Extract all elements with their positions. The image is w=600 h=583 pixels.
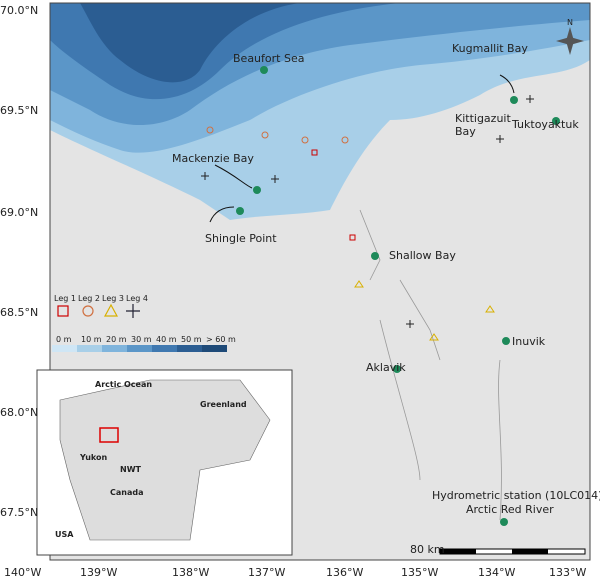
depth-label: 30 m xyxy=(131,335,152,344)
lat-label: 68.5°N xyxy=(0,306,39,319)
legend-symbols xyxy=(57,303,140,318)
place-label: Kittigazuit Bay xyxy=(455,112,511,138)
depth-label: 40 m xyxy=(156,335,177,344)
depth-label: 0 m xyxy=(56,335,72,344)
legend-label: Leg 1 xyxy=(54,294,76,303)
place-label: Shallow Bay xyxy=(389,249,456,262)
lon-label: 138°W xyxy=(172,566,210,579)
samples xyxy=(201,95,534,341)
sea-deep xyxy=(80,3,300,83)
legend-label: Leg 3 xyxy=(102,294,124,303)
inset-label: USA xyxy=(55,530,74,539)
place-label: Mackenzie Bay xyxy=(172,152,254,165)
place-label: Hydrometric station (10LC014) xyxy=(432,489,600,502)
place-label: Shingle Point xyxy=(205,232,277,245)
inset-label: NWT xyxy=(120,465,141,474)
arrows xyxy=(209,74,515,223)
place-label: Kugmallit Bay xyxy=(452,42,528,55)
lon-label: 134°W xyxy=(478,566,516,579)
inset-label: Canada xyxy=(110,488,144,497)
compass xyxy=(556,27,584,55)
lon-label: 140°W xyxy=(4,566,42,579)
lat-label: 70.0°N xyxy=(0,4,39,17)
map-frame xyxy=(49,2,591,561)
depth-label: 10 m xyxy=(81,335,102,344)
inset-label: Greenland xyxy=(200,400,247,409)
river xyxy=(359,209,441,481)
lon-label: 133°W xyxy=(549,566,587,579)
place-label: Inuvik xyxy=(512,335,546,348)
lat-label: 69.0°N xyxy=(0,206,39,219)
lat-label: 68.0°N xyxy=(0,406,39,419)
place-label: Arctic Red River xyxy=(466,503,554,516)
lat-label: 69.5°N xyxy=(0,104,39,117)
place-label: Aklavik xyxy=(366,361,406,374)
place-markers xyxy=(236,66,560,526)
legend-label: Leg 2 xyxy=(78,294,100,303)
depth-label: > 60 m xyxy=(206,335,236,344)
place-label: Tuktoyaktuk xyxy=(512,118,579,131)
scale-bar xyxy=(439,548,586,555)
depth-label: 50 m xyxy=(181,335,202,344)
depth-label: 20 m xyxy=(106,335,127,344)
inset-land xyxy=(59,379,271,541)
inset-label: Yukon xyxy=(80,453,108,462)
inset-study-area xyxy=(99,427,119,443)
legend-label: Leg 4 xyxy=(126,294,148,303)
lat-label: 67.5°N xyxy=(0,506,39,519)
lon-label: 137°W xyxy=(248,566,286,579)
lon-label: 136°W xyxy=(326,566,364,579)
lon-label: 135°W xyxy=(401,566,439,579)
lon-label: 139°W xyxy=(80,566,118,579)
scale-label: 80 km xyxy=(410,543,445,556)
inset-label: Arctic Ocean xyxy=(95,380,153,389)
compass-label: N xyxy=(567,18,573,27)
place-label: Beaufort Sea xyxy=(233,52,305,65)
river xyxy=(498,359,502,521)
depth-scale xyxy=(52,345,227,352)
